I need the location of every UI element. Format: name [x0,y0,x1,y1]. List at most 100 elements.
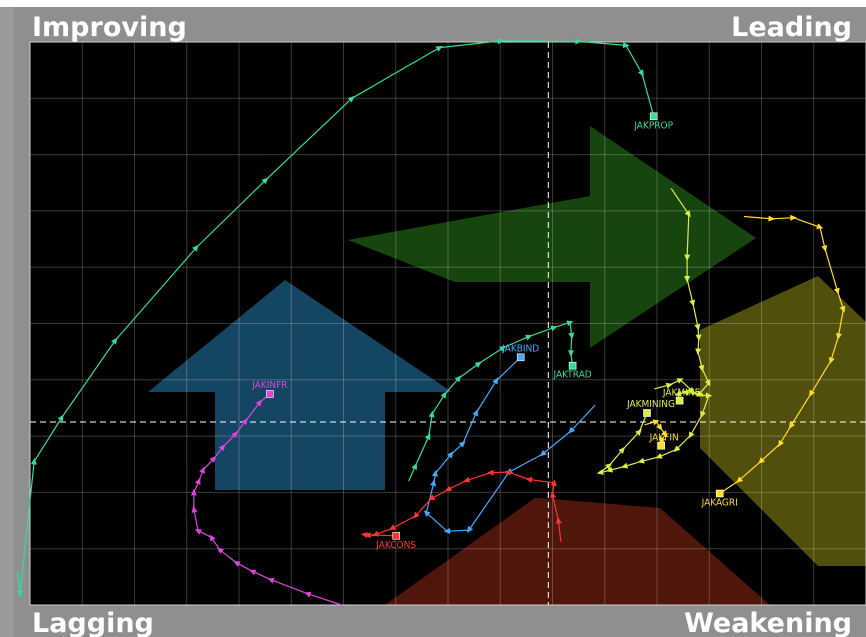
series-point-jaktrad [550,325,558,332]
series-label-jaktrad: JAKTRAD [553,370,592,381]
series-point-jakagri [758,457,765,464]
series-point-jakinfr [217,547,225,555]
series-point-jakmine [704,379,711,387]
series-point-jakinfr [190,488,197,496]
series-point-jakcons [388,524,397,531]
series-head-jakprop[interactable] [649,112,658,121]
series-point-jakmining [637,457,645,464]
series-point-jakagri [835,332,842,340]
series-head-jakmine[interactable] [675,396,684,405]
series-point-jakmine [694,323,701,331]
series-point-jakprop [497,38,505,45]
series-point-jakcons [555,517,562,524]
series-point-jakprop [16,590,23,598]
series-point-jaktrad [454,375,462,383]
series-head-jakbind[interactable] [516,353,525,362]
series-point-jakprop [111,337,118,345]
series-head-jakfin[interactable] [657,441,666,450]
series-heads: JAKPROP JAKTRAD JAKBIND JAKCONS JAKINFR JAKMI… [251,112,738,551]
series-point-jaktrad [474,361,482,368]
series-point-jaktrad [428,410,435,418]
series-point-jakmining [605,466,613,473]
series-point-jakbind [447,451,454,459]
series-point-jakbind [430,479,436,487]
series-point-jakprop [261,177,269,185]
series-point-jakmine [695,348,702,356]
arrow-lagging [385,498,770,605]
series-label-jakmining: JAKMINING [626,399,675,410]
series-point-jakprop [637,69,644,77]
series-point-jakprop [622,42,630,49]
series-head-jakagri[interactable] [715,489,724,498]
series-point-jakinfr [194,477,201,486]
series-point-jakcons [487,469,494,476]
series-point-jakagri [808,389,815,397]
series-head-jaktrad[interactable] [568,361,577,370]
series-point-jakprop [57,414,64,422]
grid-lines [29,41,866,606]
series-point-jakmining [635,429,642,436]
series-point-jakagri [788,421,795,429]
series-point-jakinfr [194,529,203,535]
arrow-leading [348,126,756,348]
series-point-jakfin [661,430,668,438]
series-point-jakagri [778,439,785,447]
series-label-jakmine: JAKMINE [662,388,701,399]
series-point-jakinfr [267,577,275,584]
series-point-jakinfr [233,561,241,567]
series-head-jakmining[interactable] [643,409,651,417]
series-point-jakcons [463,476,471,483]
series-point-jakbind [472,409,478,417]
series-point-jakcons [372,530,380,537]
series-label-jakinfr: JAKINFR [251,380,287,391]
series-point-jakinfr [241,418,248,426]
series-point-jakcons [428,494,436,501]
quadrant-label-leading: Leading [731,12,852,43]
series-point-jaktrad [525,334,533,341]
series-point-jakcons [504,470,513,476]
series-point-jakmine [689,299,696,307]
chart-top-border [0,0,866,7]
series-point-jakinfr [191,505,198,513]
series-point-jakcons [550,491,557,499]
series-point-jakmining [618,446,625,454]
series-point-jakmining [596,469,604,475]
series-point-jakagri [736,476,744,483]
series-point-jakinfr [255,399,263,407]
series-point-jakagri [768,215,775,222]
series-point-jakmining [705,392,713,399]
series-point-jakmining [673,445,681,453]
series-point-jakbind [443,528,451,535]
series-point-jaktrad [440,391,447,399]
series-point-jakmine [696,390,704,398]
series-point-jakbind [492,377,499,385]
series-point-jakcons [360,532,368,539]
series-point-jakbind [568,426,576,434]
center-crosshair [30,42,866,605]
series-point-jakagri [821,244,828,253]
series-point-jakinfr [209,534,216,542]
series-point-jakprop [575,38,582,45]
series-line-jakbind [425,356,596,532]
series-point-jakinfr [249,569,257,576]
arrow-weakening [700,276,866,566]
plot-border [29,41,866,606]
series-point-jakmining [676,378,684,384]
series-point-jakfin [656,423,663,431]
series-head-jakcons[interactable] [392,531,401,540]
series-point-jakmine [684,210,691,218]
series-point-jakcons [525,476,533,483]
series-point-jakbind [423,510,431,517]
series-point-jakmine [698,364,705,372]
series-point-jakprop [30,457,37,465]
series-line-jakcons [363,471,562,542]
series-line-jakprop [16,40,655,595]
series-point-jakmining [621,462,629,469]
series-point-jakcons [413,511,420,519]
series-label-jakprop: JAKPROP [633,120,673,131]
series-point-jaktrad [568,350,575,357]
quadrant-label-improving: Improving [32,12,187,43]
series-head-jakinfr[interactable] [266,390,274,398]
series-point-jakprop [347,95,355,103]
